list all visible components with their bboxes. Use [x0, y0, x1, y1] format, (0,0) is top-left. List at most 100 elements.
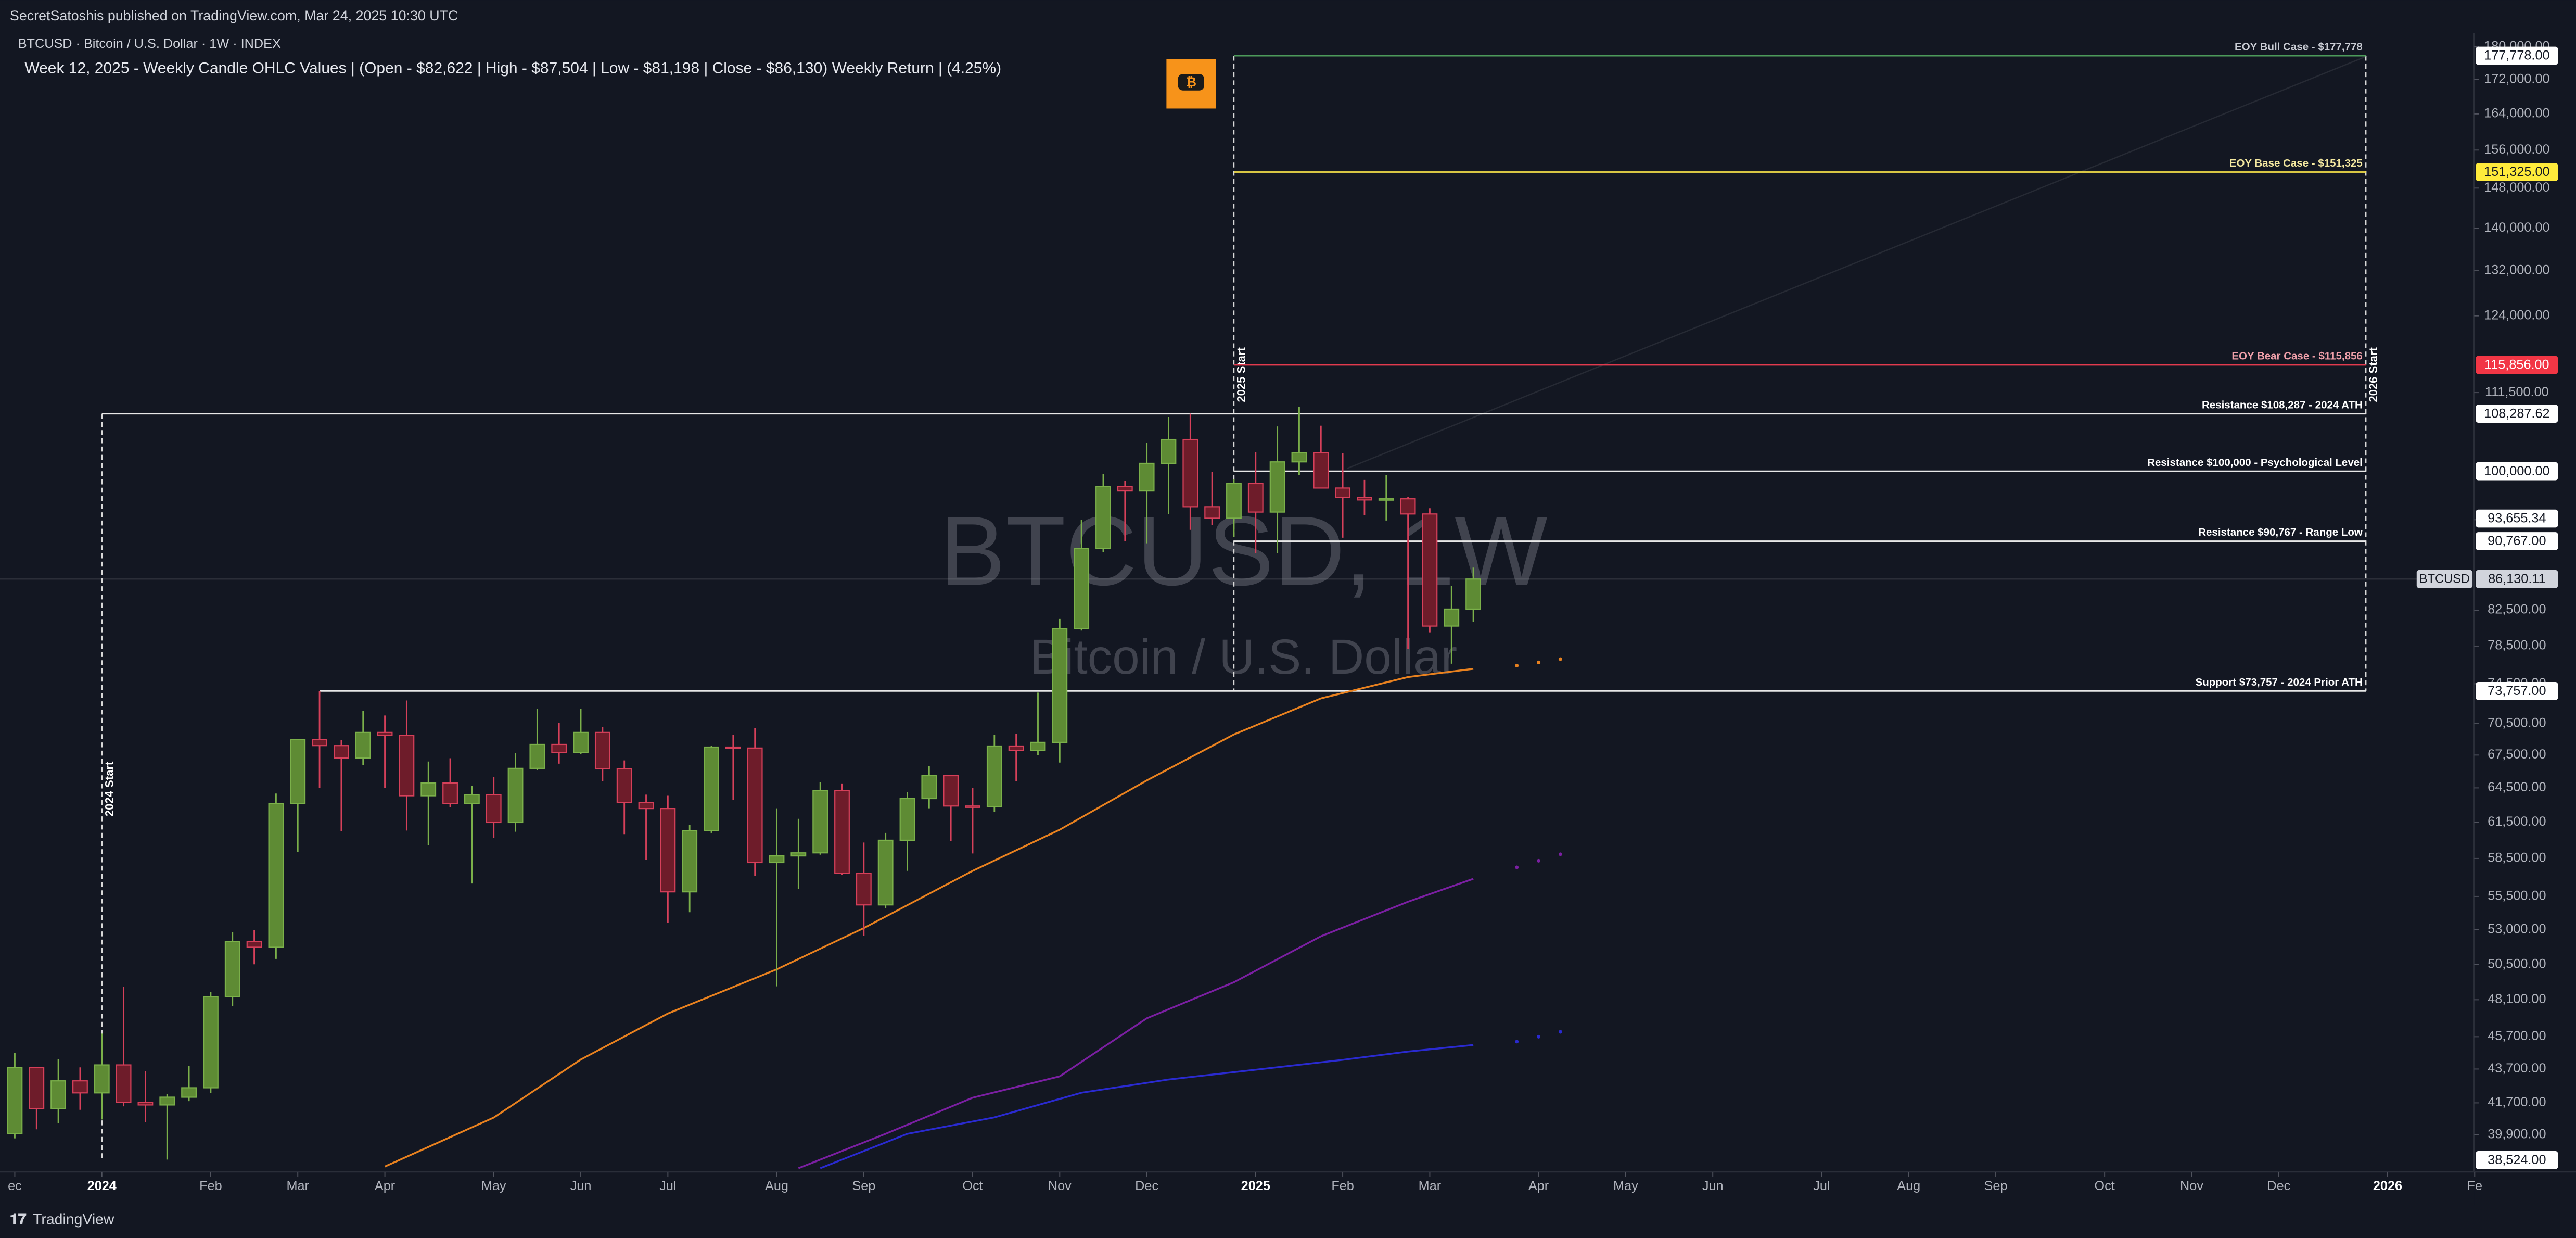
candle-body [682, 830, 698, 893]
y-tick-label: 53,000.00 [2488, 921, 2546, 936]
y-tick-label: 70,500.00 [2488, 716, 2546, 730]
price-label: 108,287.62 [2484, 406, 2549, 421]
candle-body [1378, 498, 1394, 501]
level-label: Resistance $90,767 - Range Low [2198, 526, 2363, 538]
price-label-box [2476, 682, 2558, 700]
candle-body [1139, 462, 1155, 492]
candle-body [203, 996, 219, 1089]
level-label: Support $73,757 - 2024 Prior ATH [2196, 676, 2363, 688]
price-label: 86,130.11 [2488, 572, 2545, 586]
projection-dot [1515, 865, 1519, 869]
x-tick-label: Sep [852, 1179, 875, 1193]
chart-title: Week 12, 2025 - Weekly Candle OHLC Value… [24, 60, 1001, 77]
y-tick-label: 41,700.00 [2488, 1095, 2546, 1109]
price-label: 90,767.00 [2488, 534, 2546, 548]
projection-dot [1537, 1034, 1541, 1039]
candle-body [899, 798, 915, 841]
candle-body [246, 941, 262, 948]
x-tick-label: Nov [2180, 1179, 2203, 1193]
candle-body [312, 739, 327, 747]
y-tick-label: 43,700.00 [2488, 1061, 2546, 1076]
candle-body [464, 794, 480, 804]
x-tick-label: Dec [2267, 1179, 2290, 1193]
price-label-box [2476, 163, 2558, 181]
candle-body [7, 1067, 23, 1134]
candle-body [486, 794, 502, 824]
x-tick-label: Apr [1528, 1179, 1549, 1193]
level-label: Resistance $108,287 - 2024 ATH [2202, 399, 2363, 411]
candle-body [1247, 483, 1264, 513]
candle-body [529, 743, 545, 769]
candle-body [616, 768, 632, 803]
candle-body [965, 805, 980, 808]
y-tick-label: 148,000.00 [2484, 180, 2549, 195]
footer-bar [0, 1205, 2576, 1238]
logo-icon: ₿ [1166, 59, 1216, 109]
x-tick-label: Fe [2467, 1179, 2482, 1193]
candle-body [442, 782, 458, 804]
price-label-box [2476, 1151, 2558, 1169]
y-tick-label: 67,500.00 [2488, 747, 2546, 762]
level-label: Resistance $100,000 - Psychological Leve… [2147, 457, 2363, 469]
y-tick-label: 61,500.00 [2488, 814, 2546, 829]
symbol-label-box [2416, 570, 2473, 588]
x-tick-label: 2024 [87, 1179, 117, 1193]
footer-brand: TradingView [33, 1211, 114, 1228]
moving-average-line [820, 1044, 1474, 1169]
candle-body [137, 1102, 154, 1106]
candle-body [333, 745, 349, 759]
watermark-symbol: BTCUSD, 1W [940, 496, 1548, 606]
y-tick-label: 48,100.00 [2488, 992, 2546, 1006]
y-tick-label: 132,000.00 [2484, 263, 2549, 277]
y-tick-label: 39,900.00 [2488, 1127, 2546, 1141]
candle-body [856, 873, 872, 906]
candle-body [181, 1087, 197, 1098]
price-label-box [2476, 532, 2558, 550]
projection-dot [1558, 657, 1562, 661]
candle-body [1226, 483, 1242, 519]
candle-body [290, 739, 306, 804]
projection-dot [1558, 1030, 1562, 1034]
footer-logo: 𝟏𝟕 [10, 1211, 27, 1228]
x-tick-label: 2025 [1241, 1179, 1270, 1193]
price-axis-panel [2474, 23, 2576, 1205]
price-label-box [2476, 405, 2558, 423]
x-tick-label: Jun [1702, 1179, 1724, 1193]
candle-body [1269, 461, 1285, 513]
x-tick-label: Oct [962, 1179, 983, 1193]
projection-dot [1537, 858, 1541, 863]
candle-body [1095, 486, 1111, 549]
price-label: 115,856.00 [2484, 358, 2549, 372]
candle-body [1117, 486, 1133, 492]
trend-guide [1347, 55, 2368, 469]
x-tick-label: Nov [1048, 1179, 1072, 1193]
x-tick-label: ec [8, 1179, 22, 1193]
candle-body [1030, 741, 1046, 751]
y-tick-label: 55,500.00 [2488, 889, 2546, 903]
projection-dot [1515, 664, 1519, 668]
candle-body [638, 802, 654, 810]
price-label-box [2476, 46, 2558, 65]
price-label-box [2476, 462, 2558, 481]
projection-dot [1515, 1040, 1519, 1044]
candle-body [725, 746, 741, 749]
candle-body [355, 731, 371, 759]
x-tick-label: Mar [286, 1179, 309, 1193]
year-marker-label: 2025 Start [1235, 347, 1248, 402]
candle-body [268, 803, 284, 948]
candle-body [420, 782, 437, 797]
candle-body [943, 775, 959, 807]
projection-dot [1537, 660, 1541, 664]
candle-body [747, 747, 763, 864]
projection-dot [1558, 852, 1562, 856]
price-label: 93,655.34 [2488, 511, 2546, 526]
y-tick-label: 140,000.00 [2484, 220, 2549, 235]
candle-body [159, 1096, 175, 1106]
candle-body [116, 1064, 132, 1103]
candle-body [1182, 438, 1198, 508]
candle-body [704, 746, 719, 831]
symbol-header: BTCUSD · Bitcoin / U.S. Dollar · 1W · IN… [18, 36, 281, 51]
symbol-label: BTCUSD [2419, 572, 2470, 586]
candle-body [877, 839, 894, 906]
candle-body [1465, 578, 1482, 610]
